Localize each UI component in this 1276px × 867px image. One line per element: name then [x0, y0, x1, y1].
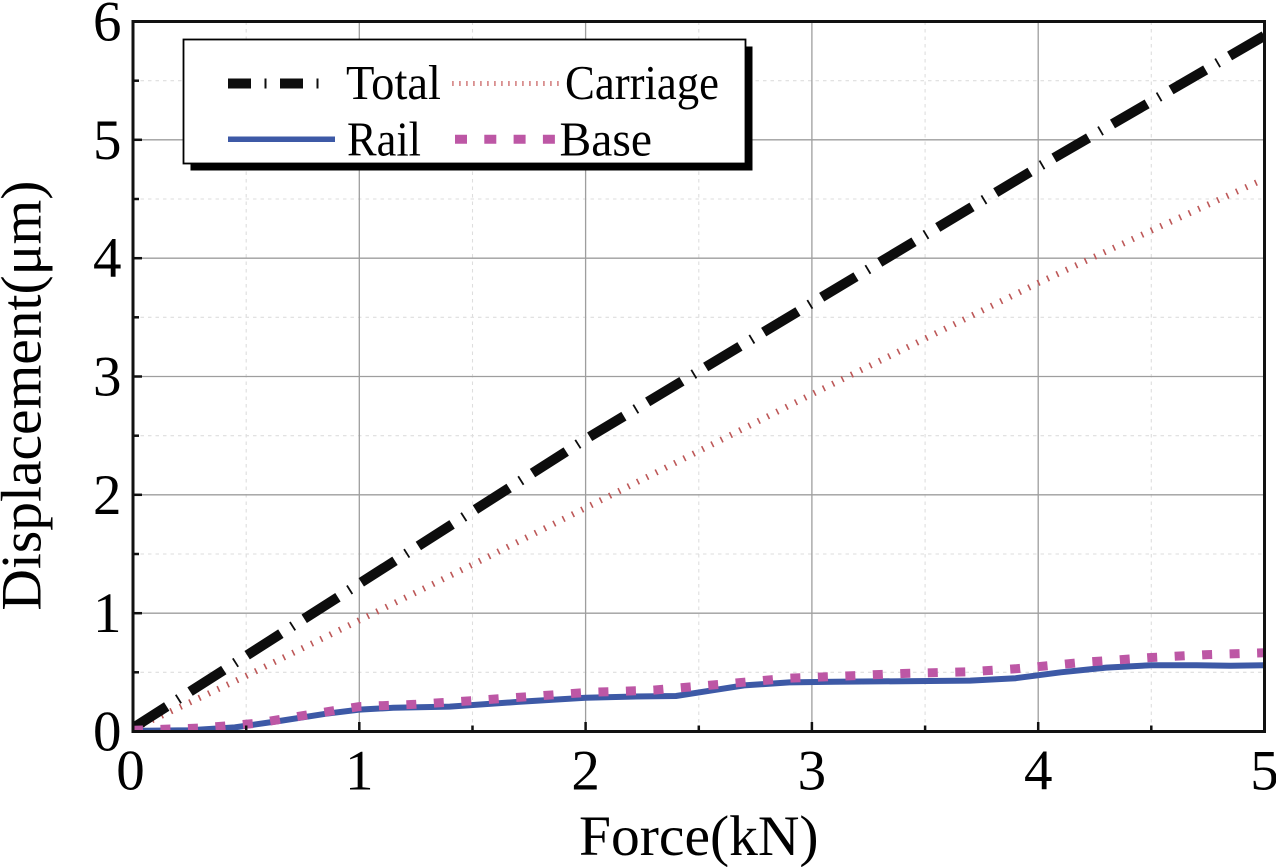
svg-text:3: 3: [93, 346, 122, 409]
svg-text:0: 0: [116, 740, 145, 803]
svg-text:3: 3: [798, 740, 827, 803]
svg-text:2: 2: [571, 740, 600, 803]
svg-text:Displacement(μm): Displacement(μm): [0, 181, 54, 611]
svg-text:1: 1: [345, 740, 374, 803]
svg-text:6: 6: [93, 0, 122, 54]
svg-text:Base: Base: [560, 112, 653, 167]
svg-text:Total: Total: [346, 55, 441, 110]
svg-text:5: 5: [93, 109, 122, 172]
svg-text:4: 4: [93, 227, 122, 290]
svg-text:5: 5: [1250, 740, 1276, 803]
svg-text:Carriage: Carriage: [565, 55, 719, 110]
svg-text:4: 4: [1024, 740, 1053, 803]
svg-text:Force(kN): Force(kN): [579, 805, 819, 867]
svg-text:Rail: Rail: [347, 112, 421, 167]
svg-text:2: 2: [93, 464, 122, 527]
svg-text:1: 1: [93, 582, 122, 645]
svg-text:0: 0: [93, 701, 122, 764]
